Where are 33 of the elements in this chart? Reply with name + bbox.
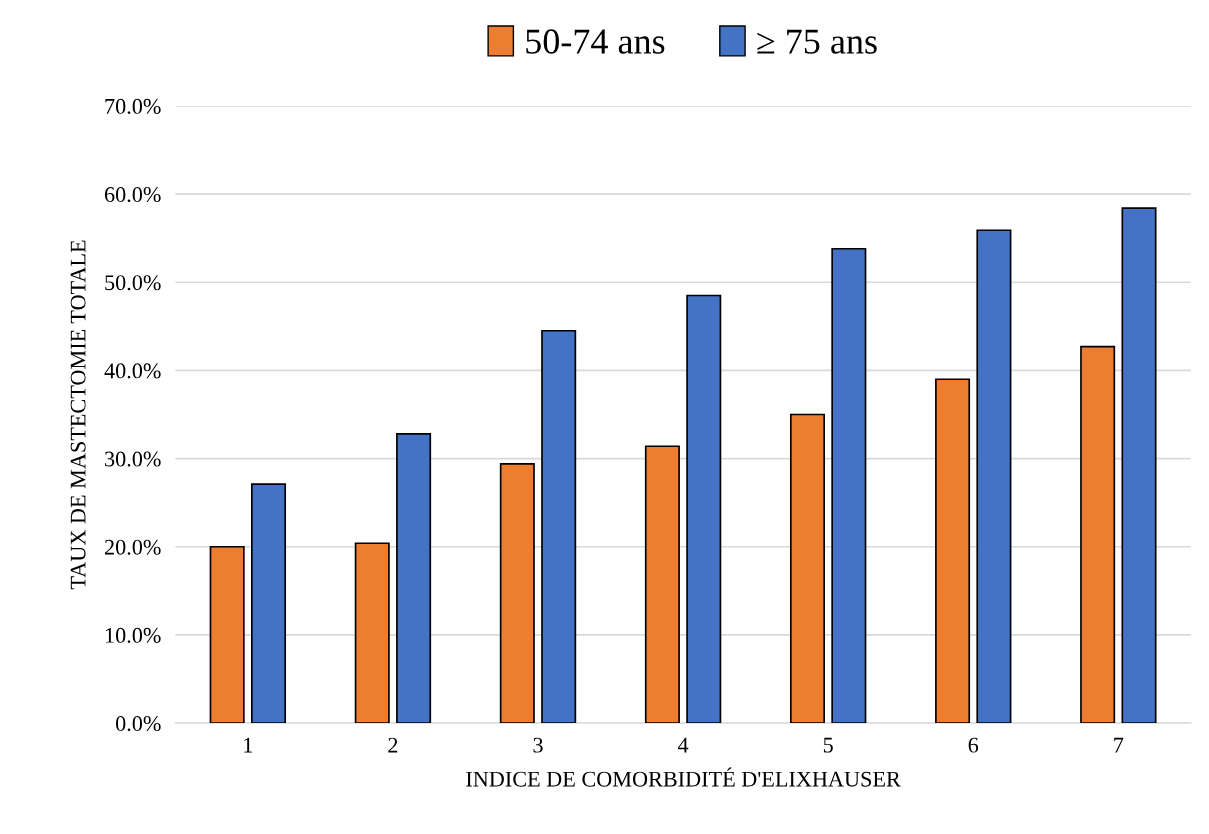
y-tick-label: 20.0% (104, 539, 161, 555)
bar (831, 247, 867, 724)
bar (396, 433, 432, 724)
y-tick-label: 40.0% (104, 363, 161, 379)
y-tick-label: 70.0% (105, 98, 161, 114)
x-tick-label: 6 (968, 737, 979, 753)
bar (499, 463, 535, 724)
bar (354, 542, 390, 724)
y-axis-title: TAUX DE MASTECTOMIE TOTALE (70, 240, 86, 590)
bar (1080, 345, 1116, 724)
bar (686, 294, 722, 724)
bar (209, 545, 245, 724)
legend-label: ≥ 75 ans (757, 29, 877, 54)
y-tick-label: 60.0% (104, 187, 161, 203)
x-tick-label: 3 (533, 737, 543, 753)
y-tick-label: 30.0% (105, 451, 161, 467)
y-tick-label: 10.0% (105, 627, 161, 643)
bar (789, 413, 826, 724)
x-tick-label: 5 (823, 737, 833, 753)
legend-label: 50-74 ans (526, 29, 665, 54)
x-tick-label: 4 (677, 737, 689, 753)
bar (250, 483, 287, 724)
x-tick-label: 7 (1114, 737, 1124, 753)
x-tick-label: 1 (244, 737, 253, 753)
bar (644, 445, 680, 724)
bar (935, 378, 971, 724)
y-tick-label: 0.0% (115, 716, 161, 732)
bar (976, 229, 1012, 724)
x-axis-title: INDICE DE COMORBIDITÉ D'ELIXHAUSER (466, 767, 901, 787)
bar (1121, 207, 1157, 724)
x-tick-label: 2 (388, 737, 398, 753)
bar (541, 329, 577, 724)
y-tick-label: 50.0% (105, 275, 161, 291)
